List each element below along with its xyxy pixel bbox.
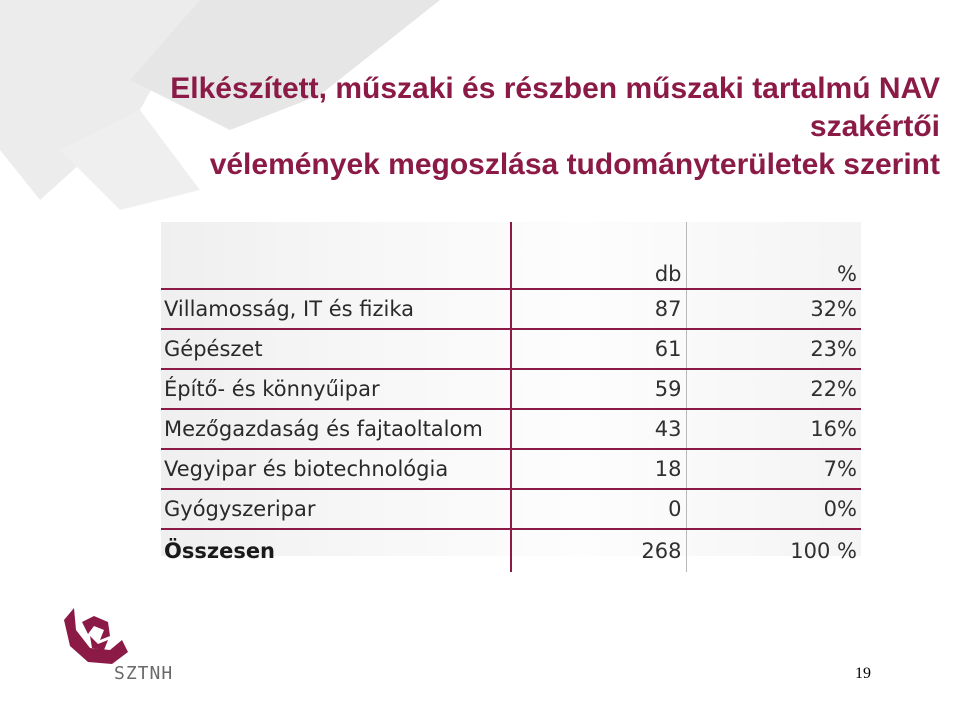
sztnh-logo-text: SZTNH xyxy=(114,663,174,684)
row-label: Építő- és könnyűipar xyxy=(161,368,511,409)
table-total-row: Összesen 268 100 % xyxy=(161,528,861,572)
table-header-row: db % xyxy=(161,222,861,289)
row-label: Gyógyszeripar xyxy=(161,488,511,529)
total-db: 268 xyxy=(510,528,686,572)
row-db: 87 xyxy=(510,288,686,329)
header-category xyxy=(161,222,511,289)
row-percent: 23% xyxy=(685,328,861,369)
row-percent: 16% xyxy=(685,408,861,449)
row-percent: 32% xyxy=(685,288,861,329)
table-row: Villamosság, IT és fizika 87 32% xyxy=(161,288,861,329)
table-row: Mezőgazdaság és fajtaoltalom 43 16% xyxy=(161,408,861,449)
title-line-2: vélemények megoszlása tudományterületek … xyxy=(209,148,940,181)
data-table-container: db % Villamosság, IT és fizika 87 32% Gé… xyxy=(161,222,861,572)
table-row: Gyógyszeripar 0 0% xyxy=(161,488,861,529)
row-db: 43 xyxy=(510,408,686,449)
row-db: 59 xyxy=(510,368,686,409)
row-label: Villamosság, IT és fizika xyxy=(161,288,511,329)
row-label: Mezőgazdaság és fajtaoltalom xyxy=(161,408,511,449)
expert-opinions-table: db % Villamosság, IT és fizika 87 32% Gé… xyxy=(161,222,861,572)
title-line-1: Elkészített, műszaki és részben műszaki … xyxy=(170,72,940,143)
table-row: Építő- és könnyűipar 59 22% xyxy=(161,368,861,409)
table-row: Vegyipar és biotechnológia 18 7% xyxy=(161,448,861,489)
table-row: Gépészet 61 23% xyxy=(161,328,861,369)
row-percent: 22% xyxy=(685,368,861,409)
row-label: Vegyipar és biotechnológia xyxy=(161,448,511,489)
header-percent: % xyxy=(685,222,861,289)
total-percent: 100 % xyxy=(685,528,861,572)
row-label: Gépészet xyxy=(161,328,511,369)
row-db: 18 xyxy=(510,448,686,489)
row-percent: 0% xyxy=(685,488,861,529)
row-db: 61 xyxy=(510,328,686,369)
total-label: Összesen xyxy=(161,528,511,572)
row-percent: 7% xyxy=(685,448,861,489)
sztnh-logo-icon xyxy=(64,608,128,664)
row-db: 0 xyxy=(510,488,686,529)
header-db: db xyxy=(510,222,686,289)
page-number: 19 xyxy=(855,665,871,682)
slide-title: Elkészített, műszaki és részben műszaki … xyxy=(40,70,940,184)
